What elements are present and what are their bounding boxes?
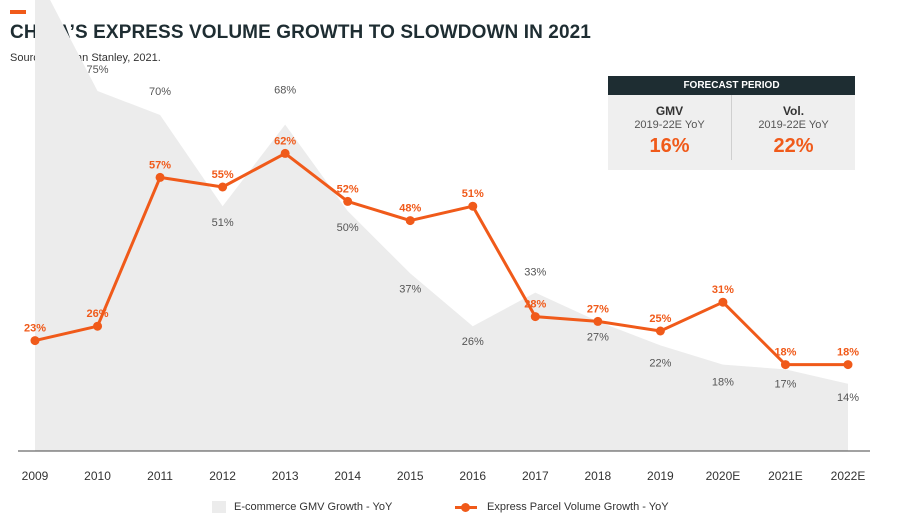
parcel-data-label: 25% bbox=[649, 313, 671, 325]
parcel-data-label: 27% bbox=[587, 303, 609, 315]
forecast-gmv: GMV 2019-22E YoY 16% bbox=[608, 95, 731, 170]
parcel-data-label: 31% bbox=[712, 284, 734, 296]
parcel-data-label: 18% bbox=[837, 347, 859, 359]
parcel-point bbox=[405, 216, 415, 226]
gmv-data-label: 14% bbox=[837, 392, 859, 404]
gmv-data-label: 22% bbox=[649, 357, 671, 369]
gmv-data-label: 70% bbox=[149, 86, 171, 98]
forecast-vol-period: 2019-22E YoY bbox=[758, 119, 829, 131]
x-tick-label: 2012 bbox=[209, 469, 236, 483]
x-tick-label: 2017 bbox=[522, 469, 549, 483]
parcel-data-label: 62% bbox=[274, 135, 296, 147]
chart-legend: E-commerce GMV Growth - YoY Express Parc… bbox=[0, 499, 900, 519]
gmv-data-label: 68% bbox=[274, 85, 296, 97]
x-tick-label: 2018 bbox=[584, 469, 611, 483]
x-tick-label: 2021E bbox=[768, 469, 803, 483]
gmv-data-label: 50% bbox=[337, 222, 359, 234]
parcel-point bbox=[655, 326, 665, 336]
parcel-data-label: 28% bbox=[524, 299, 546, 311]
forecast-vol: Vol. 2019-22E YoY 22% bbox=[731, 95, 855, 160]
forecast-gmv-label: GMV bbox=[655, 104, 684, 118]
forecast-panel: FORECAST PERIOD GMV 2019-22E YoY 16% Vol… bbox=[608, 76, 855, 170]
gmv-data-label: 37% bbox=[399, 283, 421, 295]
gmv-data-label: 27% bbox=[587, 331, 609, 343]
x-tick-label: 2020E bbox=[706, 469, 741, 483]
parcel-data-label: 55% bbox=[212, 169, 234, 181]
forecast-vol-label: Vol. bbox=[782, 104, 805, 118]
gmv-area bbox=[35, 0, 848, 451]
gmv-data-label: 51% bbox=[212, 217, 234, 229]
parcel-point bbox=[280, 148, 290, 158]
forecast-gmv-value: 16% bbox=[649, 135, 690, 157]
title-accent-bar bbox=[10, 10, 26, 14]
legend-label-gmv: E-commerce GMV Growth - YoY bbox=[234, 501, 393, 513]
parcel-point bbox=[718, 297, 728, 307]
x-tick-label: 2010 bbox=[84, 469, 111, 483]
parcel-data-label: 52% bbox=[337, 183, 359, 195]
x-tick-label: 2014 bbox=[334, 469, 361, 483]
x-tick-label: 2015 bbox=[397, 469, 424, 483]
parcel-data-label: 26% bbox=[87, 308, 109, 320]
parcel-point bbox=[30, 336, 40, 346]
x-tick-label: 2022E bbox=[831, 469, 866, 483]
x-tick-label: 2009 bbox=[22, 469, 49, 483]
forecast-vol-value: 22% bbox=[773, 135, 814, 157]
forecast-gmv-period: 2019-22E YoY bbox=[634, 119, 705, 131]
legend-line-marker bbox=[455, 501, 477, 513]
parcel-data-label: 57% bbox=[149, 159, 171, 171]
parcel-point bbox=[593, 316, 603, 326]
legend-item-gmv: E-commerce GMV Growth - YoY bbox=[212, 501, 392, 513]
parcel-data-label: 48% bbox=[399, 203, 421, 215]
legend-area-swatch bbox=[212, 501, 226, 513]
forecast-columns: GMV 2019-22E YoY 16% Vol. 2019-22E YoY 2… bbox=[608, 95, 855, 170]
parcel-point bbox=[218, 182, 228, 192]
x-tick-label: 2016 bbox=[459, 469, 486, 483]
gmv-data-label: 18% bbox=[712, 377, 734, 389]
x-tick-label: 2013 bbox=[272, 469, 299, 483]
parcel-point bbox=[155, 172, 165, 182]
gmv-data-label: 75% bbox=[87, 64, 109, 76]
legend-label-parcel: Express Parcel Volume Growth - YoY bbox=[487, 501, 669, 513]
parcel-data-label: 51% bbox=[462, 188, 484, 200]
parcel-line bbox=[34, 151, 848, 367]
parcel-point bbox=[93, 321, 103, 331]
parcel-point bbox=[843, 360, 853, 370]
x-tick-label: 2011 bbox=[147, 469, 173, 483]
gmv-data-label: 26% bbox=[462, 336, 484, 348]
chart-title: CHINA’S EXPRESS VOLUME GROWTH TO SLOWDOW… bbox=[10, 22, 591, 43]
gmv-data-label: 33% bbox=[524, 267, 546, 279]
gmv-data-label: 17% bbox=[774, 378, 796, 390]
forecast-header: FORECAST PERIOD bbox=[608, 76, 855, 95]
parcel-data-label: 18% bbox=[774, 347, 796, 359]
x-tick-label: 2019 bbox=[647, 469, 674, 483]
parcel-point bbox=[468, 201, 478, 211]
parcel-point bbox=[343, 196, 353, 206]
parcel-point bbox=[530, 312, 540, 322]
legend-item-parcel: Express Parcel Volume Growth - YoY bbox=[455, 501, 669, 513]
parcel-point bbox=[780, 360, 790, 370]
parcel-data-label: 23% bbox=[24, 323, 46, 335]
